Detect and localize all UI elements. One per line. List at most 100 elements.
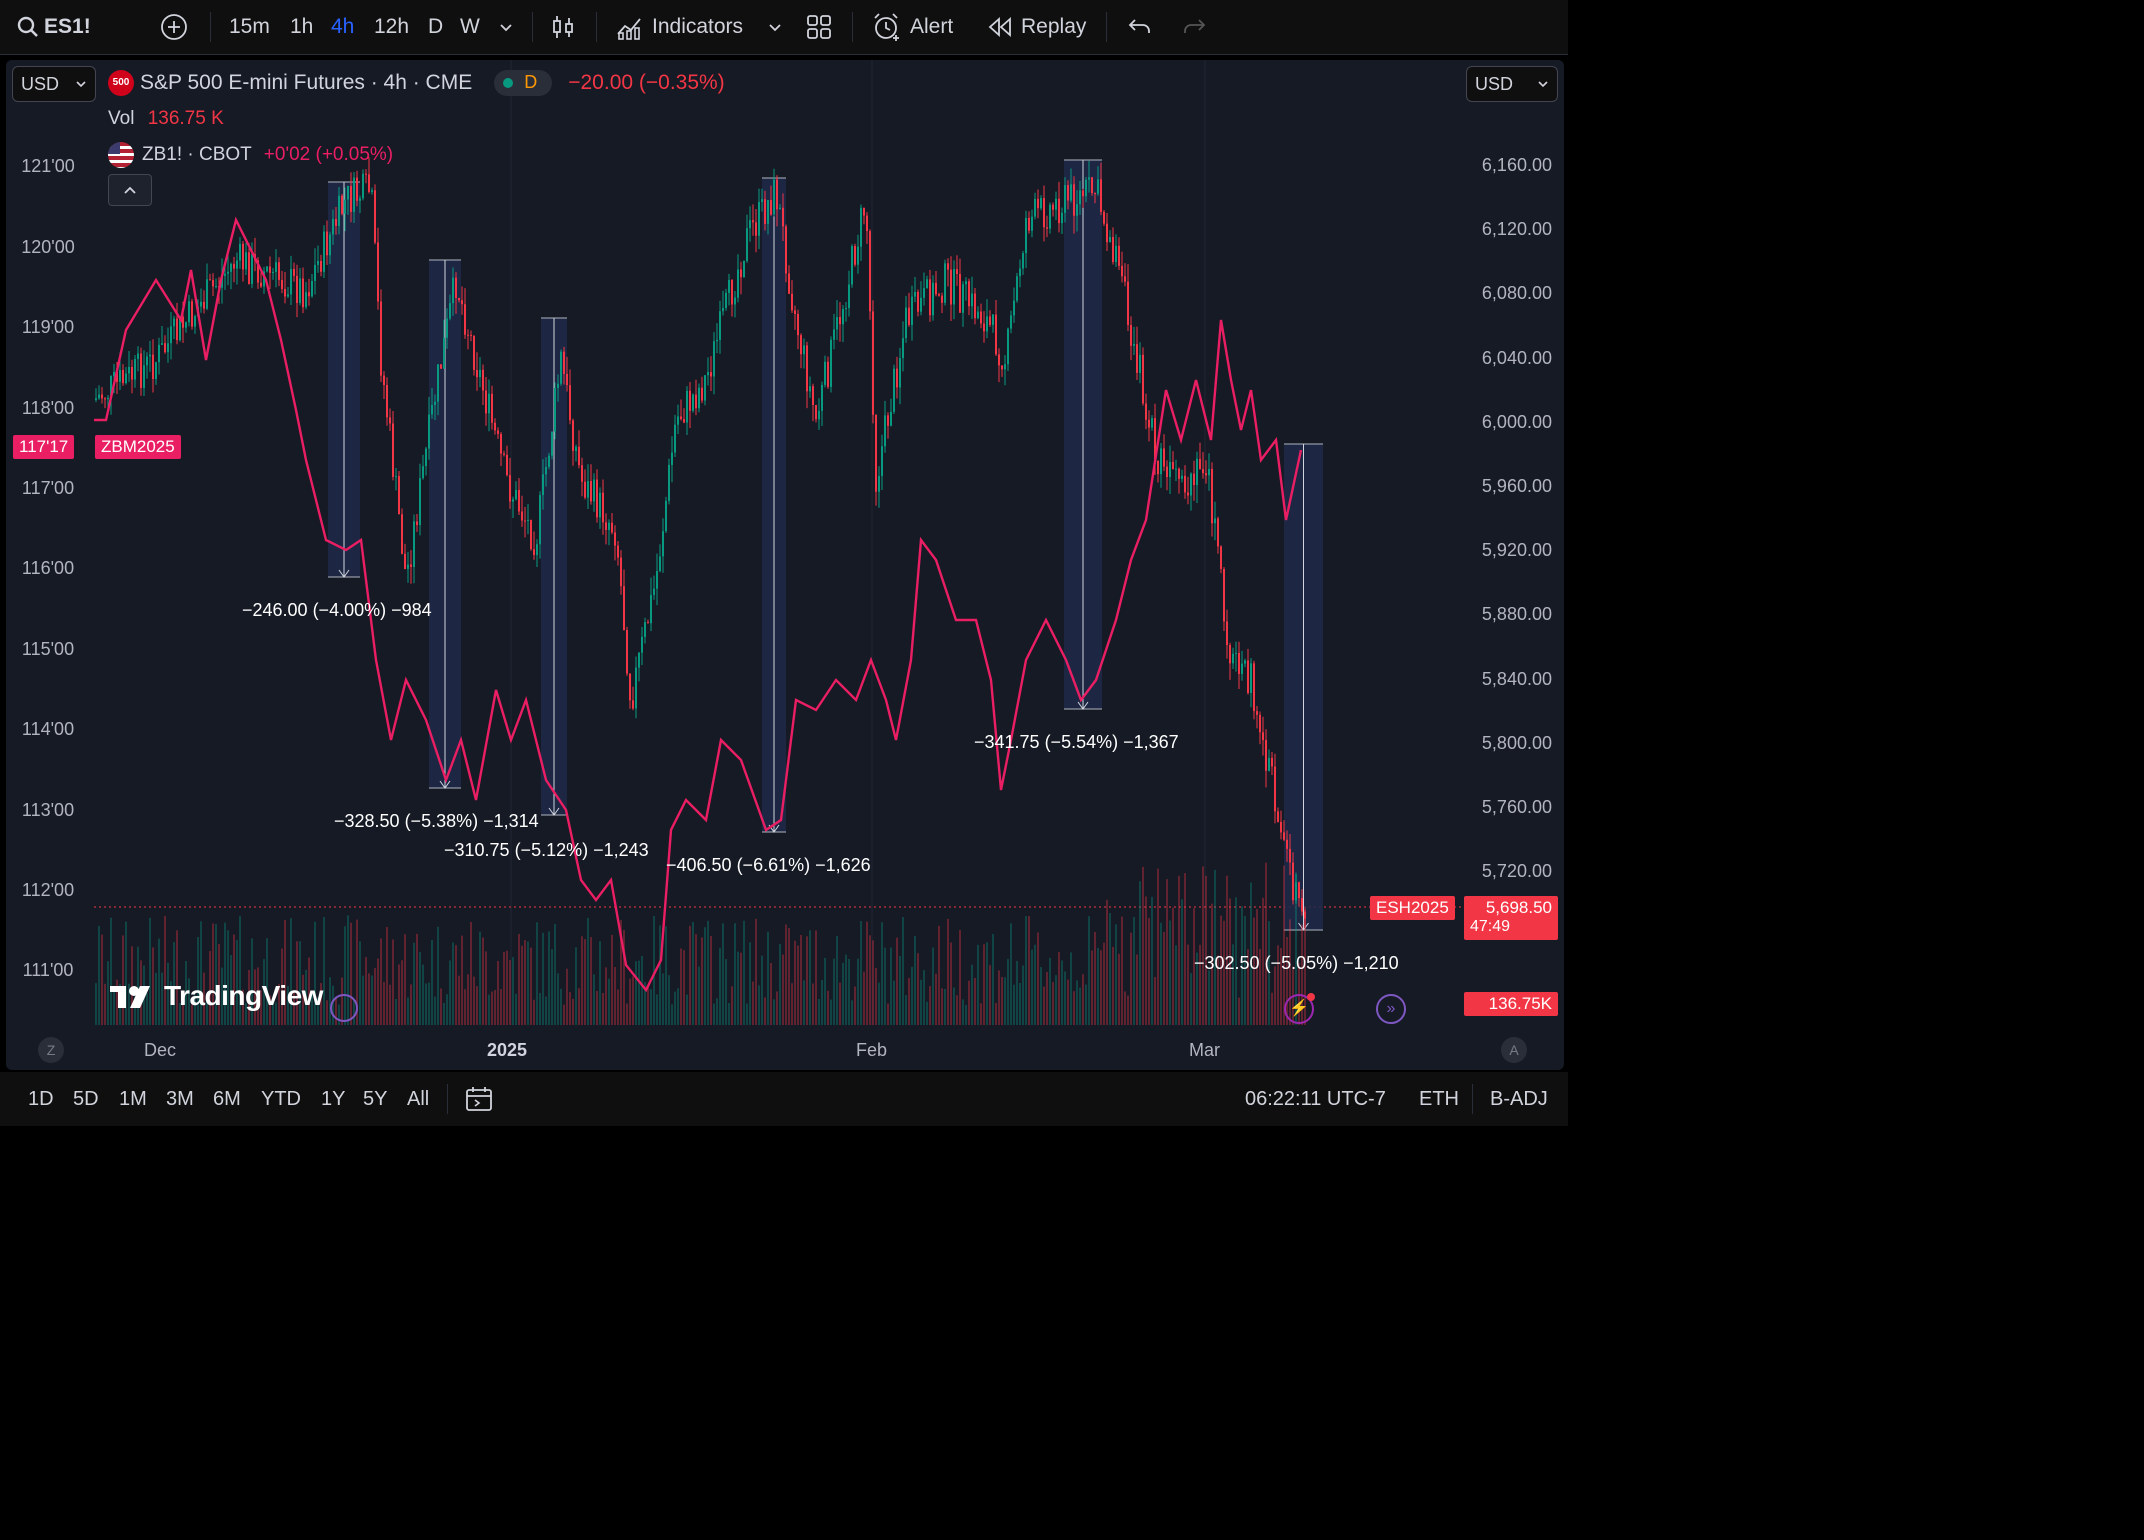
interval-w[interactable]: W [460,15,480,38]
candle-body [611,522,613,533]
volume-bar [482,937,484,1025]
candle-body [554,387,556,432]
range-6m[interactable]: 6M [213,1087,241,1110]
session-toggle[interactable]: ETH [1419,1087,1459,1110]
volume-bar [1043,986,1045,1025]
compare-symbol-tag: ZBM2025 [95,435,181,459]
candle-body [707,372,709,376]
candle-body [920,297,922,312]
interval-1h[interactable]: 1h [290,15,314,38]
volume-bar [206,998,208,1025]
candle-body [869,231,871,312]
range-3m[interactable]: 3M [166,1087,194,1110]
volume-bar [563,1004,565,1025]
goto-date-button[interactable] [465,1072,493,1126]
volume-bar [356,919,358,1025]
volume-bar [251,938,253,1025]
candle-body [977,311,979,319]
candle-body [641,636,643,653]
range-1d[interactable]: 1D [28,1087,54,1110]
candle-body [470,334,472,336]
symbol-search-button[interactable]: ES1! [16,0,91,54]
candle-body [1151,418,1153,428]
volume-bar [860,921,862,1025]
candle-body [404,553,406,569]
undo-button[interactable] [1128,0,1152,54]
candle-body [227,271,229,274]
candle-body [614,532,616,546]
interval-4h[interactable]: 4h [331,15,355,38]
volume-bar [176,930,178,1025]
volume-bar [1259,948,1261,1025]
volume-bar [710,935,712,1025]
volume-bar [1226,875,1228,1025]
candle-body [668,464,670,501]
candle-body [323,231,325,272]
compare-legend[interactable]: ZB1! · CBOT +0'02 (+0.05%) [108,142,393,168]
candle-body [437,364,439,402]
volume-bar [275,1002,277,1025]
candle-body [203,301,205,309]
chart-type-button[interactable] [550,0,576,54]
adjustment-toggle[interactable]: B-ADJ [1490,1087,1548,1110]
right-axis-label: 5,920.00 [1481,540,1552,560]
candle-body [98,394,100,399]
volume-bar [953,987,955,1025]
volume-bar [1304,906,1306,1025]
flash-icon[interactable]: ⚡ [1284,993,1315,1024]
range-1m[interactable]: 1M [119,1087,147,1110]
main-series-legend[interactable]: 500 S&P 500 E-mini Futures · 4h · CME D … [108,70,725,96]
volume-bar [719,947,721,1025]
interval-dropdown[interactable] [498,0,514,54]
volume-bar [1253,917,1255,1025]
collapse-legend-button[interactable] [108,174,152,206]
layouts-button[interactable] [806,0,832,54]
candle-body [743,260,745,278]
clock-display[interactable]: 06:22:11 UTC-7 [1245,1087,1386,1110]
scroll-to-latest-icon[interactable]: » [1376,994,1406,1024]
left-currency-label: USD [21,73,60,94]
range-1y[interactable]: 1Y [321,1087,346,1110]
interval-15m[interactable]: 15m [229,15,270,38]
volume-bar [248,969,250,1025]
compare-add-button[interactable] [160,0,188,54]
left-axis-label: 115'00 [21,639,75,659]
volume-legend[interactable]: Vol 136.75 K [108,108,224,130]
price-chart[interactable] [6,60,1564,1070]
volume-bar [257,967,259,1025]
volume-bar [161,972,163,1025]
alert-button[interactable]: Alert [872,0,953,54]
left-currency-select[interactable]: USD [12,66,96,102]
interval-d[interactable]: D [428,15,444,38]
indicators-button[interactable]: Indicators [616,0,743,54]
range-all[interactable]: All [407,1087,430,1110]
candle-body [1019,268,1021,277]
interval-12h[interactable]: 12h [374,15,410,38]
candle-body [746,228,748,261]
volume-bar [818,998,820,1025]
range-5d[interactable]: 5D [73,1087,99,1110]
range-5y[interactable]: 5Y [363,1087,388,1110]
volume-bar [524,940,526,1025]
candle-body [245,252,247,270]
volume-bar [611,934,613,1025]
candle-body [896,368,898,388]
right-currency-select[interactable]: USD [1466,66,1558,102]
indicators-dropdown[interactable] [767,0,783,54]
replay-button[interactable]: Replay [987,0,1086,54]
volume-bar [1073,991,1075,1025]
redo-button[interactable] [1182,0,1206,54]
auto-scale-left-button[interactable]: Z [38,1037,64,1063]
auto-scale-right-button[interactable]: A [1501,1037,1527,1063]
chart-panel[interactable]: USD USD 500 S&P 500 E-mini Futures · 4h … [6,60,1564,1070]
volume-bar [941,988,943,1025]
candle-body [986,316,988,332]
volume-bar [368,973,370,1025]
jump-to-realtime-icon[interactable] [330,994,358,1022]
candle-body [794,310,796,314]
volume-bar [881,922,883,1025]
range-ytd[interactable]: YTD [261,1087,301,1110]
candle-body [878,475,880,492]
tradingview-logo[interactable]: TradingView [110,980,323,1012]
candle-body [386,384,388,418]
